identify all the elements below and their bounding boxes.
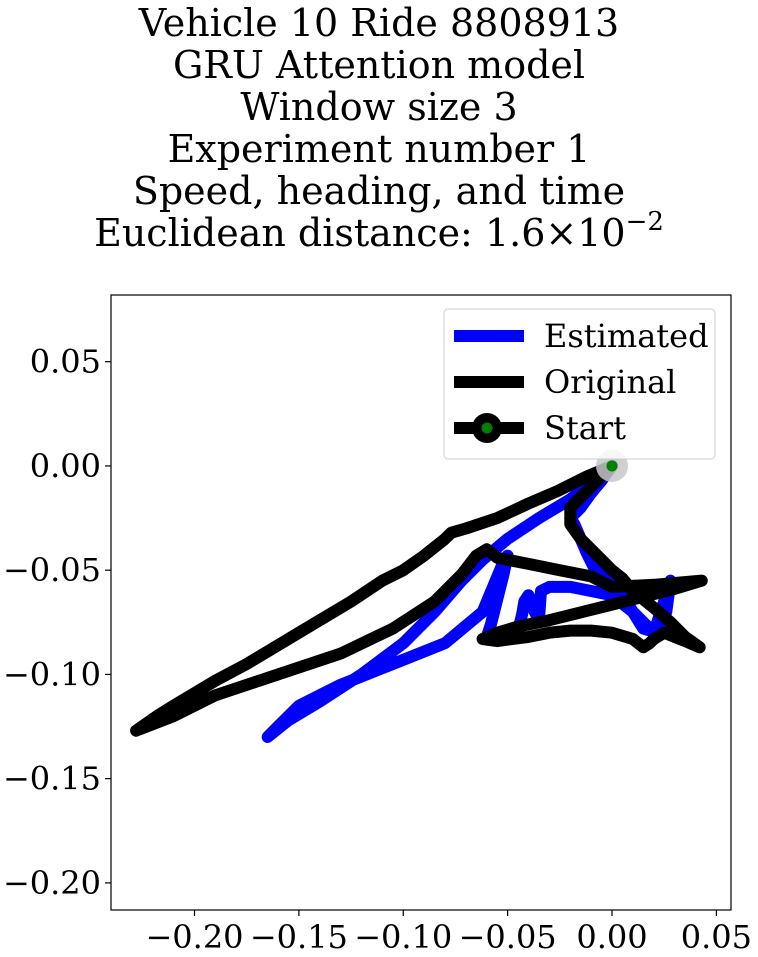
title-line-window: Window size 3 [240, 85, 518, 129]
legend: Estimated Original Start [443, 308, 716, 460]
distance-base: 10 [577, 211, 626, 255]
x-tick-label: 0.00 [576, 918, 647, 956]
x-tick-label: −0.05 [459, 918, 557, 956]
distance-mantissa: 1.6 [484, 211, 546, 255]
distance-exponent: −2 [625, 207, 664, 237]
y-tick-label: −0.10 [3, 655, 101, 693]
plot-frame [110, 294, 732, 911]
x-tick-label: −0.15 [250, 918, 348, 956]
title-line-experiment: Experiment number 1 [167, 127, 591, 171]
start-marker [606, 460, 618, 472]
title-line-vehicle: Vehicle 10 Ride 8808913 [138, 1, 620, 45]
legend-box [443, 308, 716, 460]
title-line-distance: Euclidean distance: 1.6×10−2 [0, 209, 758, 255]
x-tick-label: 0.05 [681, 918, 752, 956]
chart-title: Vehicle 10 Ride 8808913 GRU Attention mo… [0, 2, 758, 254]
legend-label-start: Start [544, 409, 626, 447]
legend-label-original: Original [544, 363, 676, 401]
distance-prefix: Euclidean distance: [94, 211, 485, 255]
series-line-original [130, 459, 708, 737]
y-tick-label: 0.00 [30, 447, 101, 485]
x-tick-label: −0.20 [145, 918, 243, 956]
y-axis: 0.05 0.00 −0.05 −0.10 −0.15 −0.20 [3, 343, 111, 902]
title-line-model: GRU Attention model [172, 43, 586, 87]
legend-label-estimated: Estimated [544, 317, 709, 355]
series-layer [130, 449, 708, 743]
y-tick-label: 0.05 [30, 343, 101, 381]
x-tick-label: −0.10 [354, 918, 452, 956]
y-tick-label: −0.15 [3, 760, 101, 798]
legend-swatch-start-marker [481, 422, 493, 434]
distance-times: × [545, 211, 578, 255]
y-tick-label: −0.20 [3, 864, 101, 902]
x-axis: −0.20 −0.15 −0.10 −0.05 0.00 0.05 [145, 910, 752, 956]
y-tick-label: −0.05 [3, 551, 101, 589]
title-line-features: Speed, heading, and time [132, 169, 626, 213]
